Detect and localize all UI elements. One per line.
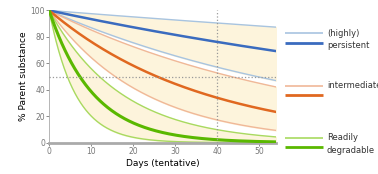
Y-axis label: % Parent substance: % Parent substance <box>19 32 28 121</box>
Text: degradable: degradable <box>327 146 375 155</box>
Text: persistent: persistent <box>327 41 369 50</box>
X-axis label: Days (tentative): Days (tentative) <box>126 159 199 168</box>
Text: (highly): (highly) <box>327 29 359 38</box>
Text: Readily: Readily <box>327 133 358 142</box>
Text: intermediate: intermediate <box>327 81 378 90</box>
